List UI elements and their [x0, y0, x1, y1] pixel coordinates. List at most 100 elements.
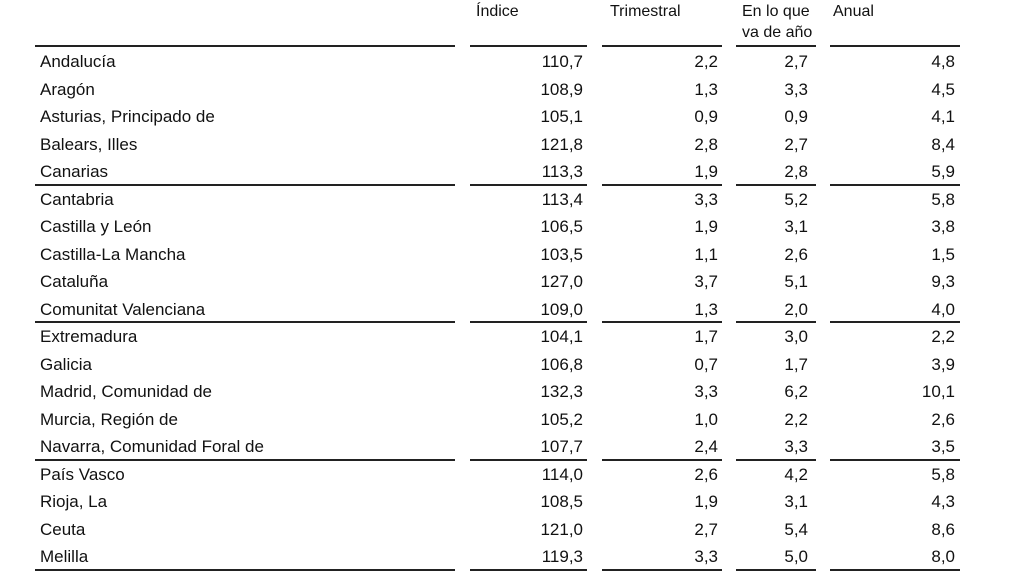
- cell-region: Melilla: [40, 547, 89, 566]
- table-row: Rioja, La 108,5 1,9 3,1 4,3: [0, 488, 1024, 515]
- cell-ytd: 2,2: [784, 409, 808, 429]
- cell-anual: 4,3: [931, 492, 955, 511]
- cell-region: Madrid, Comunidad de: [40, 382, 212, 401]
- header-rule-name: [35, 45, 455, 47]
- cell-region: Rioja, La: [40, 492, 108, 511]
- cell-indice: 108,9: [540, 79, 583, 99]
- cell-indice: 121,0: [540, 519, 583, 539]
- cell-anual: 8,6: [931, 519, 955, 539]
- cell-region: Navarra, Comunidad Foral de: [40, 437, 264, 456]
- table-row: Murcia, Región de 105,2 1,0 2,2 2,6: [0, 406, 1024, 433]
- cell-trimestral: 1,9: [694, 162, 718, 181]
- cell-trimestral: 1,0: [694, 409, 718, 429]
- group-separator-rule: [830, 569, 960, 571]
- cell-anual: 8,0: [931, 547, 955, 566]
- cell-indice: 104,1: [540, 327, 583, 346]
- cell-ytd: 3,1: [784, 217, 808, 236]
- cell-anual: 3,8: [931, 217, 955, 236]
- header-rule-indice: [470, 45, 587, 47]
- header-anual: Anual: [833, 3, 874, 20]
- cell-ytd: 5,1: [784, 272, 808, 291]
- cell-region: Ceuta: [40, 519, 86, 539]
- group-separator-rule: [470, 184, 587, 186]
- cell-trimestral: 1,1: [694, 244, 718, 264]
- group-separator-rule: [736, 569, 816, 571]
- group-separator-rule: [602, 321, 722, 323]
- cell-anual: 10,1: [921, 382, 955, 401]
- table-row: Canarias 113,3 1,9 2,8 5,9: [0, 158, 1024, 185]
- cell-trimestral: 1,9: [694, 217, 718, 236]
- cell-anual: 4,1: [931, 107, 955, 126]
- cell-indice: 105,2: [540, 409, 583, 429]
- cell-trimestral: 1,3: [694, 299, 718, 319]
- group-separator-rule: [470, 321, 587, 323]
- cell-region: Galicia: [40, 354, 92, 374]
- cell-trimestral: 2,6: [694, 464, 718, 484]
- cell-ytd: 5,2: [784, 189, 808, 209]
- cell-region: Cataluña: [40, 272, 109, 291]
- cell-trimestral: 2,8: [694, 134, 718, 154]
- group-separator-rule: [830, 321, 960, 323]
- cell-trimestral: 3,3: [694, 382, 718, 401]
- cell-anual: 2,6: [931, 409, 955, 429]
- table-row: Extremadura 104,1 1,7 3,0 2,2: [0, 323, 1024, 350]
- cell-anual: 3,9: [931, 354, 955, 374]
- cell-ytd: 3,3: [784, 79, 808, 99]
- group-separator-rule: [830, 459, 960, 461]
- header-trimestral: Trimestral: [610, 3, 681, 20]
- cell-ytd: 0,9: [784, 107, 808, 126]
- header-rule-ytd: [736, 45, 816, 47]
- cell-indice: 103,5: [540, 244, 583, 264]
- cell-region: Cantabria: [40, 189, 114, 209]
- cell-ytd: 2,7: [784, 134, 808, 154]
- cell-trimestral: 2,7: [694, 519, 718, 539]
- cell-trimestral: 2,4: [694, 437, 718, 456]
- group-separator-rule: [830, 184, 960, 186]
- table-row: Andalucía 110,7 2,2 2,7 4,8: [0, 48, 1024, 75]
- cell-ytd: 2,6: [784, 244, 808, 264]
- group-separator-rule: [736, 459, 816, 461]
- cell-ytd: 5,0: [784, 547, 808, 566]
- cell-indice: 113,4: [541, 189, 583, 209]
- group-separator-rule: [736, 321, 816, 323]
- table-row: Melilla 119,3 3,3 5,0 8,0: [0, 543, 1024, 570]
- header-indice: Índice: [476, 3, 519, 20]
- cell-indice: 110,7: [541, 52, 583, 71]
- cell-trimestral: 1,9: [694, 492, 718, 511]
- table-row: Aragón 108,9 1,3 3,3 4,5: [0, 76, 1024, 103]
- cell-anual: 5,8: [931, 189, 955, 209]
- table-row: Madrid, Comunidad de 132,3 3,3 6,2 10,1: [0, 378, 1024, 405]
- cell-region: Andalucía: [40, 52, 116, 71]
- table-row: Castilla-La Mancha 103,5 1,1 2,6 1,5: [0, 241, 1024, 268]
- cell-anual: 8,4: [931, 134, 955, 154]
- table-row: Castilla y León 106,5 1,9 3,1 3,8: [0, 213, 1024, 240]
- cell-ytd: 6,2: [784, 382, 808, 401]
- header-rule-trimestral: [602, 45, 722, 47]
- cell-region: Asturias, Principado de: [40, 107, 215, 126]
- cell-region: Murcia, Región de: [40, 409, 178, 429]
- cell-indice: 108,5: [540, 492, 583, 511]
- table-row: Cantabria 113,4 3,3 5,2 5,8: [0, 186, 1024, 213]
- cell-indice: 121,8: [540, 134, 583, 154]
- cell-ytd: 1,7: [784, 354, 808, 374]
- cell-region: País Vasco: [40, 464, 125, 484]
- group-separator-rule: [602, 569, 722, 571]
- group-separator-rule: [35, 321, 455, 323]
- header-rule-anual: [830, 45, 960, 47]
- group-separator-rule: [35, 459, 455, 461]
- cell-anual: 3,5: [931, 437, 955, 456]
- cell-ytd: 3,3: [784, 437, 808, 456]
- group-separator-rule: [470, 459, 587, 461]
- group-separator-rule: [470, 569, 587, 571]
- cell-anual: 1,5: [931, 244, 955, 264]
- cell-ytd: 2,7: [784, 52, 808, 71]
- cell-ytd: 4,2: [784, 464, 808, 484]
- cell-trimestral: 0,9: [694, 107, 718, 126]
- cell-indice: 106,5: [540, 217, 583, 236]
- cell-region: Castilla-La Mancha: [40, 244, 186, 264]
- cell-anual: 4,0: [931, 299, 955, 319]
- cell-ytd: 3,0: [784, 327, 808, 346]
- cell-anual: 5,9: [931, 162, 955, 181]
- group-separator-rule: [602, 184, 722, 186]
- cell-ytd: 3,1: [784, 492, 808, 511]
